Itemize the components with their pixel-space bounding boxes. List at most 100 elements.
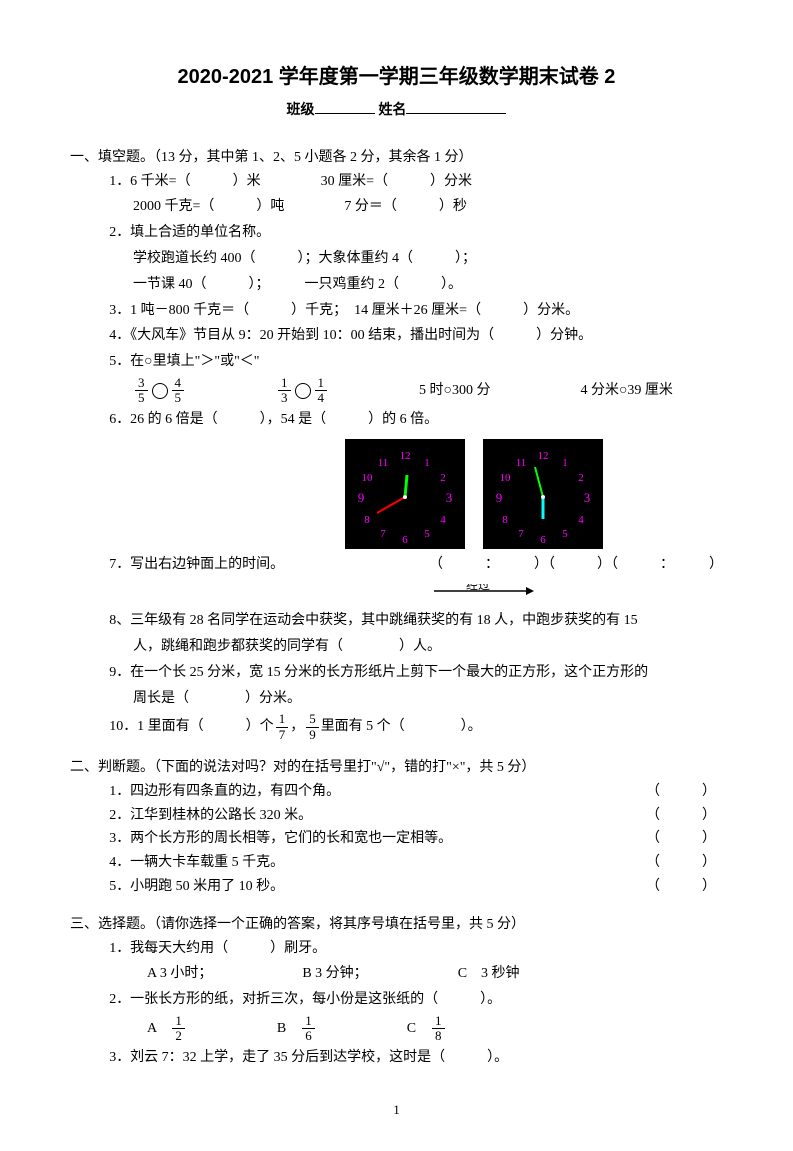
svg-text:9: 9	[358, 490, 365, 505]
clock-1: 12 11 1 10 2 9 3 8 4 7 5 6	[345, 439, 465, 549]
j1: 1．四边形有四条直的边，有四个角。 （ ）	[70, 780, 723, 804]
j1-text: 1．四边形有四条直的边，有四个角。	[109, 780, 340, 804]
svg-text:2: 2	[578, 472, 584, 484]
svg-text:6: 6	[540, 534, 546, 546]
svg-text:5: 5	[424, 528, 430, 540]
q9-b: 周长是（ ）分米。	[70, 687, 723, 711]
j5-text: 5．小明跑 50 米用了 10 秒。	[109, 875, 284, 899]
svg-text:12: 12	[400, 450, 411, 462]
j5-paren[interactable]: （ ）	[646, 875, 716, 899]
q9-a: 9．在一个长 25 分米，宽 15 分米的长方形纸片上剪下一个最大的正方形，这个…	[70, 661, 723, 685]
q5: 5．在○里填上"＞"或"＜"	[70, 350, 723, 374]
svg-text:3: 3	[584, 490, 591, 505]
q5-d: 4 分米○39 厘米	[580, 379, 672, 403]
svg-text:6: 6	[402, 534, 408, 546]
section1-heading: 一、填空题。（13 分，其中第 1、2、5 小题各 2 分，其余各 1 分）	[70, 146, 723, 170]
c1-c[interactable]: C 3 秒钟	[458, 962, 520, 986]
name-blank[interactable]	[406, 99, 506, 114]
svg-text:5: 5	[562, 528, 568, 540]
svg-text:11: 11	[378, 457, 389, 469]
svg-text:1: 1	[424, 457, 430, 469]
frac-1-4: 14	[315, 376, 328, 406]
q5-frac1: 35 45	[133, 376, 186, 406]
frac-1-6: 16	[302, 1014, 315, 1044]
j2: 2．江华到桂林的公路长 320 米。 （ ）	[70, 804, 723, 828]
svg-text:8: 8	[502, 514, 508, 526]
q8-b: 人，跳绳和跑步都获奖的同学有（ ）人。	[70, 635, 723, 659]
j1-paren[interactable]: （ ）	[646, 780, 716, 804]
c1-b[interactable]: B 3 分钟；	[302, 962, 367, 986]
arrow-icon: 经过	[434, 584, 534, 598]
q2: 2．填上合适的单位名称。	[70, 221, 723, 245]
section2-heading: 二、判断题。（下面的说法对吗？对的在括号里打"√"，错的打"×"，共 5 分）	[70, 756, 723, 780]
frac-5-9: 59	[306, 712, 319, 742]
frac-1-7: 17	[276, 712, 289, 742]
q7-answers: （ ： ）（ ）（ ： ）	[429, 553, 723, 577]
c2-options: A 12 B 16 C 18	[70, 1014, 723, 1044]
svg-text:7: 7	[380, 528, 386, 540]
q3: 3．1 吨－800 千克＝（ ）千克； 14 厘米＋26 厘米=（ ）分米。	[70, 299, 723, 323]
svg-text:12: 12	[538, 450, 549, 462]
frac-1-8: 18	[432, 1014, 445, 1044]
q10: 10．1 里面有（ ）个17，59里面有 5 个（ ）。	[70, 712, 723, 742]
name-label: 姓名	[378, 101, 406, 117]
section3-heading: 三、选择题。（请你选择一个正确的答案，将其序号填在括号里，共 5 分）	[70, 913, 723, 937]
j4: 4．一辆大卡车载重 5 千克。 （ ）	[70, 851, 723, 875]
q7: 7．写出右边钟面上的时间。	[109, 553, 284, 577]
clocks-container: 12 11 1 10 2 9 3 8 4 7 5 6 12 11	[70, 439, 723, 549]
section-fill-blank: 一、填空题。（13 分，其中第 1、2、5 小题各 2 分，其余各 1 分） 1…	[70, 146, 723, 742]
c2-c-label: C	[407, 1021, 416, 1036]
svg-text:2: 2	[440, 472, 446, 484]
c2-a[interactable]: A 12	[147, 1014, 187, 1044]
c2: 2．一张长方形的纸，对折三次，每小份是这张纸的（ ）。	[70, 988, 723, 1012]
j3-text: 3．两个长方形的周长相等，它们的长和宽也一定相等。	[109, 827, 452, 851]
q7-arrow-row: 经过	[70, 579, 723, 601]
exam-title: 2020-2021 学年度第一学期三年级数学期末试卷 2	[70, 60, 723, 94]
q5-fractions: 35 45 13 14 5 时○300 分 4 分米○39 厘米	[70, 376, 723, 406]
svg-text:10: 10	[500, 472, 512, 484]
q1-c: 2000 千克=（ ）吨	[133, 195, 284, 219]
svg-text:9: 9	[496, 490, 503, 505]
j2-paren[interactable]: （ ）	[646, 804, 716, 828]
class-label: 班级	[287, 101, 315, 117]
svg-text:3: 3	[446, 490, 453, 505]
q5-c: 5 时○300 分	[419, 379, 490, 403]
j4-text: 4．一辆大卡车载重 5 千克。	[109, 851, 284, 875]
section-choice: 三、选择题。（请你选择一个正确的答案，将其序号填在括号里，共 5 分） 1．我每…	[70, 913, 723, 1070]
frac-1-2: 12	[172, 1014, 185, 1044]
q1-a: 1．6 千米=（ ）米	[109, 170, 260, 194]
q1-line2: 2000 千克=（ ）吨 7 分＝（ ）秒	[70, 195, 723, 219]
class-blank[interactable]	[315, 99, 375, 114]
svg-text:8: 8	[364, 514, 370, 526]
j3: 3．两个长方形的周长相等，它们的长和宽也一定相等。 （ ）	[70, 827, 723, 851]
q10-a: 10．1 里面有（ ）个	[109, 719, 274, 734]
compare-circle[interactable]	[295, 383, 311, 399]
c2-c[interactable]: C 18	[407, 1014, 447, 1044]
svg-text:11: 11	[516, 457, 527, 469]
j4-paren[interactable]: （ ）	[646, 851, 716, 875]
j2-text: 2．江华到桂林的公路长 320 米。	[109, 804, 312, 828]
svg-text:1: 1	[562, 457, 568, 469]
q2-b: 一节课 40（ ）； 一只鸡重约 2（ ）。	[70, 273, 723, 297]
c1-options: A 3 小时； B 3 分钟； C 3 秒钟	[70, 962, 723, 986]
student-info-line: 班级 姓名	[70, 98, 723, 122]
c2-b[interactable]: B 16	[277, 1014, 317, 1044]
c3: 3．刘云 7：32 上学，走了 35 分后到达学校，这时是（ ）。	[70, 1046, 723, 1070]
frac-3-5: 35	[135, 376, 148, 406]
q10-b: ，	[290, 719, 304, 734]
q1-d: 7 分＝（ ）秒	[344, 195, 467, 219]
clock-2: 12 11 1 10 2 9 3 8 4 7 5 6	[483, 439, 603, 549]
q7-row: 7．写出右边钟面上的时间。 （ ： ）（ ）（ ： ）	[70, 553, 723, 577]
frac-1-3: 13	[278, 376, 291, 406]
q6: 6．26 的 6 倍是（ ），54 是（ ）的 6 倍。	[70, 408, 723, 432]
j3-paren[interactable]: （ ）	[646, 827, 716, 851]
frac-4-5: 45	[172, 376, 185, 406]
j5: 5．小明跑 50 米用了 10 秒。 （ ）	[70, 875, 723, 899]
c1: 1．我每天大约用（ ）刷牙。	[70, 937, 723, 961]
compare-circle[interactable]	[152, 383, 168, 399]
page-number: 1	[70, 1099, 723, 1121]
c1-a[interactable]: A 3 小时；	[147, 962, 212, 986]
q10-c: 里面有 5 个（ ）。	[321, 719, 482, 734]
svg-text:4: 4	[440, 514, 446, 526]
q2-a: 学校跑道长约 400（ ）；大象体重约 4（ ）；	[70, 247, 723, 271]
